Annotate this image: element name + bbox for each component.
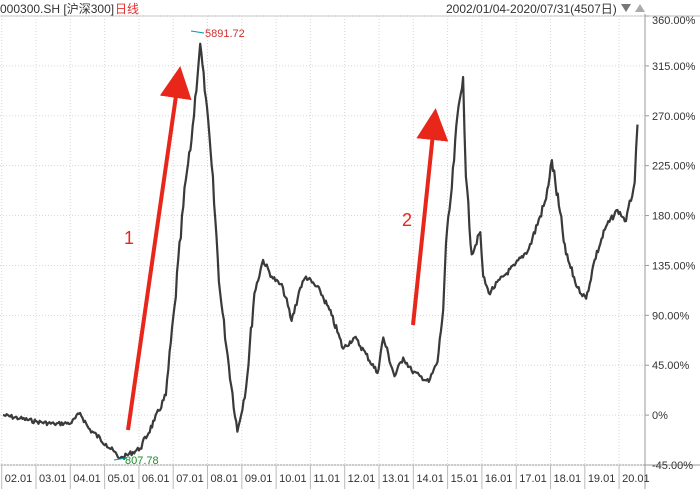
date-range: 2002/01/04-2020/07/31(4507日) bbox=[446, 2, 617, 16]
y-axis: 360.00% 315.00% 270.00% 225.00% 180.00% 135.0… bbox=[645, 15, 696, 472]
x-tick-label: 06.01 bbox=[142, 473, 170, 485]
arrow-2-label: 2 bbox=[402, 210, 412, 230]
x-axis: 02.01 03.01 04.01 05.01 06.01 07.01 08.01 09.01… bbox=[1, 465, 650, 489]
series-line bbox=[2, 42, 639, 460]
min-label: 807.78 bbox=[125, 455, 159, 467]
x-tick-label: 04.01 bbox=[73, 473, 101, 485]
arrow-2 bbox=[411, 108, 449, 326]
scroll-up-icon[interactable] bbox=[635, 4, 645, 12]
period-label[interactable]: 日线 bbox=[115, 2, 140, 16]
y-tick-label: 360.00% bbox=[652, 15, 696, 27]
y-tick-label: 270.00% bbox=[652, 111, 696, 123]
x-tick-label: 14.01 bbox=[416, 473, 444, 485]
y-tick-label: 90.00% bbox=[652, 310, 690, 322]
x-tick-label: 15.01 bbox=[451, 473, 479, 485]
x-tick-label: 13.01 bbox=[382, 473, 410, 485]
x-tick-label: 20.01 bbox=[622, 473, 650, 485]
y-tick-label: 225.00% bbox=[652, 161, 696, 173]
min-marker-line bbox=[113, 457, 127, 461]
arrow-1-label: 1 bbox=[124, 228, 134, 248]
y-tick-label: 315.00% bbox=[652, 61, 696, 73]
range-controls[interactable] bbox=[621, 3, 647, 15]
scroll-down-icon[interactable] bbox=[621, 4, 631, 12]
y-tick-label: 135.00% bbox=[652, 260, 696, 272]
series-lines bbox=[2, 42, 639, 460]
x-tick-label: 09.01 bbox=[245, 473, 273, 485]
index-symbol: 000300.SH [沪深300] bbox=[0, 2, 115, 16]
max-label: 5891.72 bbox=[205, 28, 245, 40]
x-tick-label: 02.01 bbox=[5, 473, 33, 485]
annotations-layer: 1 2 5891.72 807.78 bbox=[113, 28, 449, 467]
y-tick-label: 45.00% bbox=[652, 360, 690, 372]
x-tick-label: 10.01 bbox=[279, 473, 307, 485]
arrow-1 bbox=[126, 66, 192, 431]
y-tick-label: 180.00% bbox=[652, 211, 696, 223]
grid-lines bbox=[0, 14, 700, 489]
max-marker-line bbox=[190, 30, 205, 34]
x-tick-label: 18.01 bbox=[554, 473, 582, 485]
x-tick-label: 19.01 bbox=[588, 473, 616, 485]
x-tick-label: 03.01 bbox=[39, 473, 67, 485]
x-tick-label: 08.01 bbox=[210, 473, 238, 485]
x-tick-label: 07.01 bbox=[176, 473, 204, 485]
x-tick-label: 17.01 bbox=[519, 473, 547, 485]
y-tick-label: 0% bbox=[652, 410, 668, 422]
x-tick-label: 16.01 bbox=[485, 473, 513, 485]
y-tick-label: -45.00% bbox=[652, 460, 693, 472]
x-tick-label: 05.01 bbox=[108, 473, 136, 485]
x-tick-label: 11.01 bbox=[313, 473, 340, 485]
x-tick-label: 12.01 bbox=[348, 473, 376, 485]
